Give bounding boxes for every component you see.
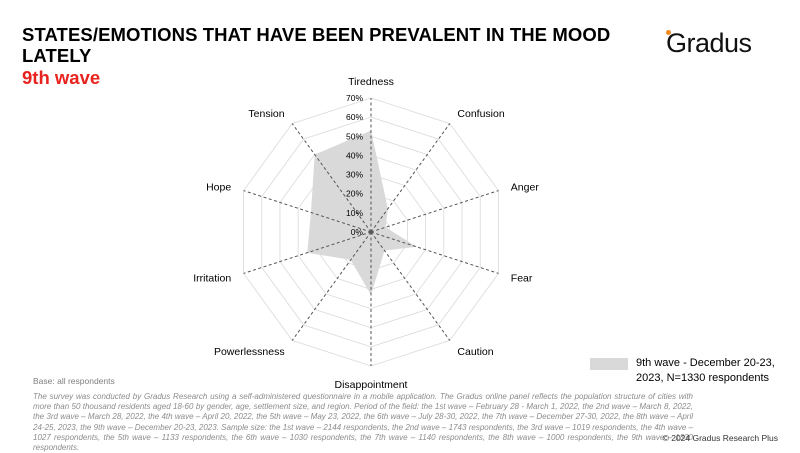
gradus-logo: Gradus (666, 28, 776, 68)
tick-label: 60% (346, 112, 363, 122)
page-subtitle: 9th wave (22, 67, 101, 88)
category-label: Disappointment (335, 379, 408, 391)
axis-spoke-4 (370, 231, 451, 341)
tick-label: 40% (346, 150, 363, 160)
methodology-note: The survey was conducted by Gradus Resea… (33, 392, 693, 453)
grid-ring-4 (297, 155, 445, 309)
tick-label: 20% (346, 189, 363, 199)
category-label: Anger (511, 182, 540, 194)
category-label: Caution (457, 346, 493, 358)
legend-swatch (590, 358, 628, 370)
axis-spoke-2 (370, 190, 499, 233)
copyright-text: © 2024 Gradus Research Plus (662, 433, 778, 443)
category-label: Tiredness (348, 76, 394, 88)
axis-spoke-7 (243, 231, 372, 274)
legend-label: 9th wave - December 20-23, 2023, N=1330 … (636, 357, 775, 384)
category-label: Fear (511, 272, 533, 284)
page-title: STATES/EMOTIONS THAT HAVE BEEN PREVALENT… (22, 24, 611, 66)
tick-label: 0% (351, 227, 364, 237)
logo-dot-icon (666, 30, 671, 35)
axis-spoke-8 (243, 190, 372, 233)
category-label: Confusion (457, 108, 504, 120)
axis-spoke-9 (291, 123, 372, 233)
category-label: Irritation (193, 272, 231, 284)
category-label: Powerlessness (214, 346, 285, 358)
tick-label: 30% (346, 170, 363, 180)
logo-text: Gradus (666, 28, 752, 58)
axis-spoke-1 (370, 123, 451, 233)
series-area (307, 130, 417, 296)
axis-spoke-3 (370, 231, 499, 274)
tick-label: 50% (346, 131, 363, 141)
tick-label: 70% (346, 93, 363, 103)
base-note: Base: all respondents (33, 376, 115, 386)
category-label: Tension (248, 108, 284, 120)
grid-ring-6 (261, 116, 481, 348)
category-label: Hope (206, 182, 231, 194)
axis-spoke-6 (291, 231, 372, 341)
tick-label: 10% (346, 208, 363, 218)
